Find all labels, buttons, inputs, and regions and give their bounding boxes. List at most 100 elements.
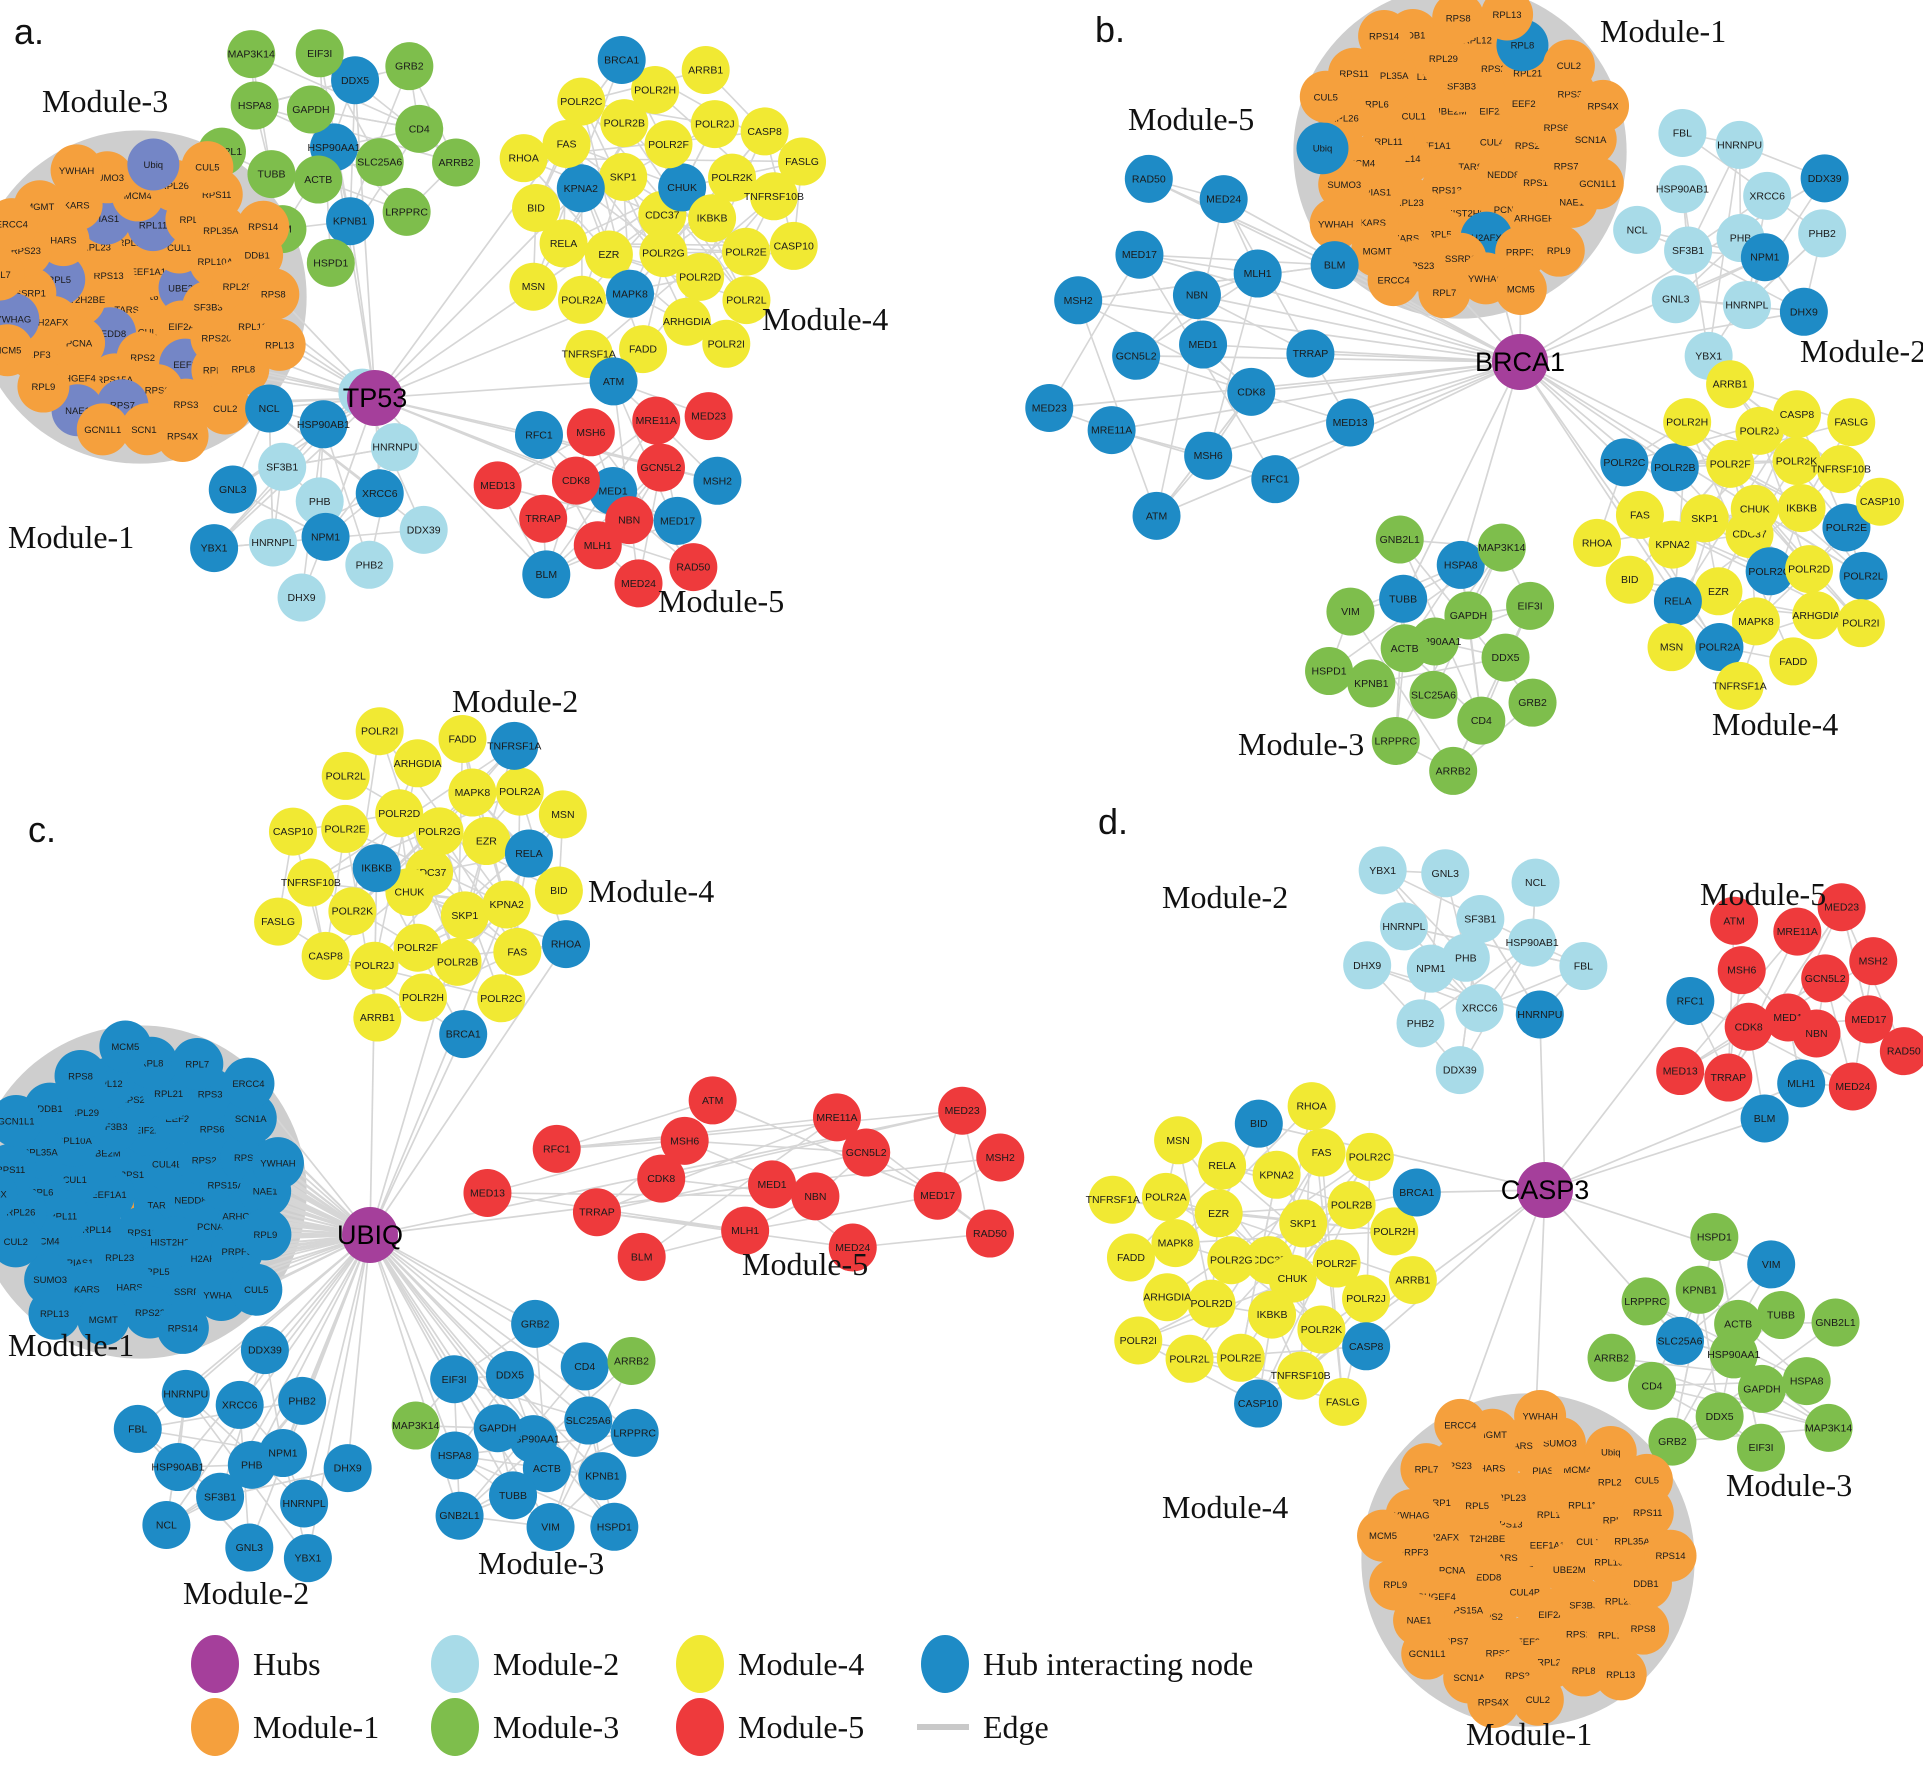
gene-node-label: RPL14 xyxy=(1537,1510,1566,1521)
hub-edge xyxy=(369,1234,499,1429)
node-ATM: ATM xyxy=(1710,896,1759,945)
gene-node-label: RPL14 xyxy=(117,238,146,249)
gene-node-label: POLR2I xyxy=(1842,618,1879,630)
node-RPS14: RPS14 xyxy=(156,1301,209,1354)
node-RPS8: RPS8 xyxy=(54,1049,107,1102)
node-CASP8: CASP8 xyxy=(740,107,789,156)
gene-node-label: MED1 xyxy=(1773,1012,1802,1024)
gene-node-circle xyxy=(607,1336,656,1385)
gene-node-label: POLR2C xyxy=(1349,1151,1391,1163)
module-label: Module-4 xyxy=(588,873,714,909)
gene-node-circle xyxy=(778,137,827,186)
gene-node-label: POLR2B xyxy=(604,118,645,130)
gene-node-label: KARS xyxy=(64,200,90,211)
gene-node-label: PIAS1 xyxy=(67,1258,94,1269)
legend-label: Module-1 xyxy=(253,1709,379,1745)
gene-node-label: MED13 xyxy=(480,480,515,492)
node-NCL: NCL xyxy=(142,1500,191,1549)
gene-node-circle xyxy=(1199,175,1248,224)
gene-node-label: YWHAG xyxy=(1468,274,1504,285)
gene-node-label: ARHGDIA xyxy=(394,758,442,770)
gene-node-circle xyxy=(482,880,531,929)
gene-node-circle xyxy=(438,714,487,763)
gene-node-label: TRRAP xyxy=(525,513,561,525)
edge xyxy=(1139,253,1335,266)
gene-node-label: TARS xyxy=(148,1200,173,1211)
gene-node-circle xyxy=(156,409,209,462)
gene-node-label: RPS11 xyxy=(202,190,231,201)
gene-node-label: HARS xyxy=(116,1283,142,1294)
gene-node-circle xyxy=(1436,540,1485,589)
gene-node-label: FAS xyxy=(507,946,527,958)
gene-node-label: EEF1A1 xyxy=(1415,141,1450,152)
gene-node-circle xyxy=(1380,624,1429,673)
node-MRE11A: MRE11A xyxy=(1773,907,1822,956)
gene-node-label: MCM5 xyxy=(0,346,21,357)
gene-node-circle xyxy=(391,1401,440,1450)
node-GRB2: GRB2 xyxy=(1508,678,1557,727)
module-label: Module-4 xyxy=(1712,706,1838,742)
gene-node-label: H2AFX xyxy=(191,1254,222,1265)
node-FADD: FADD xyxy=(619,325,668,374)
gene-node-circle xyxy=(1515,990,1564,1039)
node-FASLG: FASLG xyxy=(1827,398,1876,447)
node-MLH1: MLH1 xyxy=(573,521,622,570)
hub-label: CASP3 xyxy=(1501,1175,1590,1205)
gene-node-circle xyxy=(1828,1062,1877,1111)
gene-node-label: SCN1A xyxy=(1453,1673,1485,1684)
gene-node-label: KARS xyxy=(1507,1441,1533,1452)
gene-node-label: MSN xyxy=(551,809,574,821)
edge xyxy=(596,1151,867,1213)
gene-node-circle xyxy=(1804,1403,1853,1452)
gene-node-label: SUMO3 xyxy=(33,1275,67,1286)
gene-node-circle xyxy=(599,152,648,201)
gene-node-circle xyxy=(1730,484,1779,533)
gene-node-label: PIAS1 xyxy=(1532,1466,1559,1477)
module-label: Module-2 xyxy=(1800,333,1923,369)
gene-node-circle xyxy=(578,1452,627,1501)
node-HNRNPL: HNRNPL xyxy=(1379,902,1428,951)
gene-node-label: TNFRSF10B xyxy=(1811,464,1871,476)
gene-node-label: HNRNPU xyxy=(1517,1009,1562,1021)
gene-node-label: SKP1 xyxy=(1691,513,1718,525)
node-CHUK: CHUK xyxy=(658,163,707,212)
node-POLR2B: POLR2B xyxy=(1650,443,1699,492)
gene-node-circle xyxy=(240,1326,289,1375)
node-MED24: MED24 xyxy=(828,1223,877,1272)
gene-node-label: RPL7 xyxy=(1433,288,1457,299)
gene-node-circle xyxy=(644,120,693,169)
gene-node-label: RPL12 xyxy=(238,322,267,333)
gene-node-circle xyxy=(590,1502,639,1551)
node-POLR2D: POLR2D xyxy=(676,252,725,301)
gene-node-circle xyxy=(161,1369,210,1418)
gene-node-circle xyxy=(199,382,252,435)
gene-node-label: SSRP1 xyxy=(1420,1498,1451,1509)
node-TRRAP: TRRAP xyxy=(572,1188,621,1237)
gene-node-label: MED1 xyxy=(598,486,627,498)
gene-node-label: EIF3I xyxy=(1518,600,1543,612)
node-RPL7: RPL7 xyxy=(171,1037,224,1090)
gene-node-label: MED23 xyxy=(945,1105,980,1117)
hub-edge xyxy=(1049,361,1521,409)
node-YBX1: YBX1 xyxy=(190,524,239,573)
gene-node-label: MCM4 xyxy=(1563,1465,1591,1476)
node-POLR2A: POLR2A xyxy=(558,275,607,324)
gene-node-circle xyxy=(1658,109,1707,158)
gene-node-label: HSP90AA1 xyxy=(307,142,360,154)
node-MSH2: MSH2 xyxy=(1054,276,1103,325)
gene-node-label: NPM1 xyxy=(1750,252,1779,264)
node-POLR2K: POLR2K xyxy=(708,153,757,202)
gene-node-label: RPS8 xyxy=(1631,1624,1656,1635)
node-MAP3K14: MAP3K14 xyxy=(227,30,276,79)
gene-node-label: POLR2G xyxy=(418,826,461,838)
node-ARRB2: ARRB2 xyxy=(607,1336,656,1385)
gene-node-circle xyxy=(345,540,394,589)
panel-tag-b: b. xyxy=(1095,9,1125,50)
gene-node-label: MLH1 xyxy=(731,1225,759,1237)
gene-node-label: RPS8 xyxy=(261,290,286,301)
gene-node-label: TUBB xyxy=(257,169,285,181)
gene-node-label: POLR2K xyxy=(332,906,373,918)
node-POLR2A: POLR2A xyxy=(1141,1172,1190,1221)
node-SKP1: SKP1 xyxy=(599,152,648,201)
gene-node-label: POLR2D xyxy=(679,271,721,283)
